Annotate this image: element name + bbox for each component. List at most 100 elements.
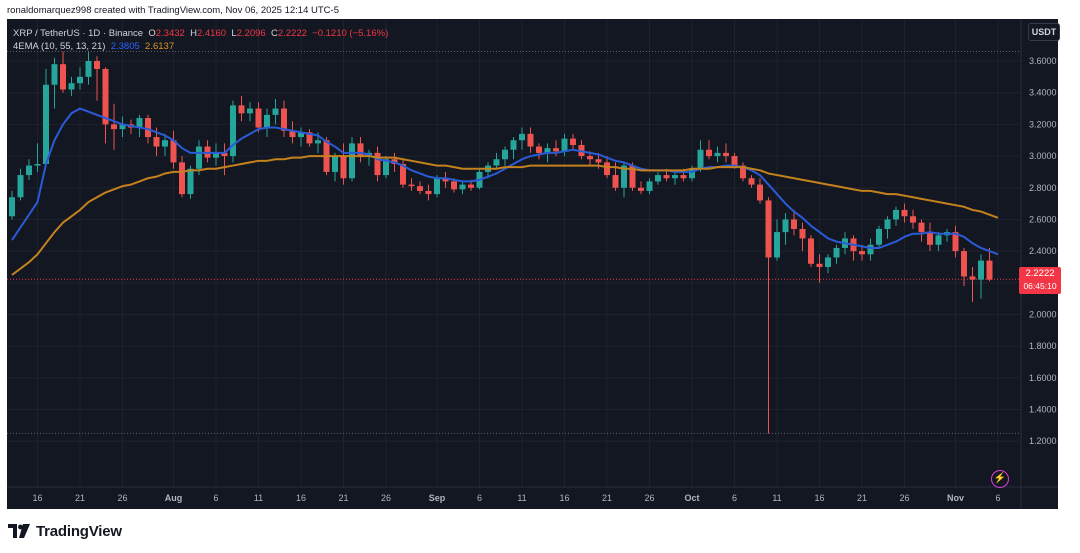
candle-body [85, 61, 92, 77]
candle-body [706, 149, 712, 157]
candle-body [646, 181, 653, 191]
chart-header: ronaldomarquez998 created with TradingVi… [7, 5, 339, 16]
x-tick-label: 21 [75, 493, 85, 503]
x-tick-label: 11 [772, 493, 781, 503]
legend-close-label: C [270, 28, 278, 39]
candle-body [723, 152, 729, 157]
candle-body [901, 209, 908, 217]
tradingview-logo-icon [8, 524, 30, 538]
x-tick-label: 16 [32, 493, 42, 503]
candle-body [442, 178, 449, 182]
candle-body [961, 251, 967, 277]
candle-body [94, 61, 100, 69]
candle-body [187, 168, 194, 195]
candle-body [986, 260, 993, 280]
x-tick-label: Nov [947, 493, 964, 503]
x-tick-label: 26 [117, 493, 127, 503]
candle-body [969, 276, 976, 280]
candle-body [170, 140, 177, 163]
candle-body [697, 149, 704, 169]
candle-body [272, 108, 279, 115]
legend-ema-slow: 2.6137 [145, 41, 175, 52]
legend-close: 2.2222 [277, 28, 307, 39]
candle-body [43, 84, 49, 164]
candlestick-chart[interactable]: 3.6000 3.4000 3.2000 3.0000 2.8000 2.6000 2.40… [7, 19, 1058, 509]
candle-body [230, 105, 236, 157]
candle-body [255, 108, 262, 128]
candle-body [459, 184, 466, 190]
candle-body [238, 105, 245, 114]
candle-body [774, 232, 780, 258]
x-tick-label: 21 [338, 493, 348, 503]
candle-body [145, 118, 151, 138]
x-tick-label: 6 [477, 493, 482, 503]
candle-body [434, 178, 440, 195]
last-price: 2.2222 [1025, 268, 1055, 279]
candle-body [629, 165, 636, 188]
candle-body [553, 148, 559, 152]
candle-body [740, 165, 746, 179]
candle-body [102, 68, 109, 125]
candle-body [502, 149, 508, 160]
candle-body [859, 251, 865, 255]
candle-body [952, 232, 959, 252]
candle-body [400, 163, 406, 185]
x-tick-label: 16 [814, 493, 824, 503]
candle-body [867, 244, 874, 255]
x-tick-label: 21 [857, 493, 867, 503]
candle-body [799, 228, 806, 239]
candle-body [425, 190, 432, 195]
x-tick-label: Sep [429, 493, 446, 503]
candle-body [213, 152, 219, 158]
candle-body [689, 168, 695, 179]
candle-body [179, 162, 185, 195]
y-tick-label: 3.6000 [1029, 56, 1057, 66]
candle-body [587, 156, 593, 160]
candle-body [561, 138, 568, 152]
candle-body [833, 247, 840, 258]
candle-body [680, 175, 687, 179]
candle-body [595, 159, 602, 163]
candle-body [536, 146, 542, 153]
candle-body [714, 152, 721, 157]
candle-body [519, 133, 525, 141]
y-tick-label: 3.0000 [1029, 151, 1057, 161]
candle-body [153, 137, 160, 147]
candle-body [468, 184, 474, 188]
candle-body [731, 156, 738, 166]
legend-high: 2.4160 [196, 28, 227, 39]
candle-body [782, 219, 789, 233]
candle-body [935, 235, 942, 245]
candle-body [825, 257, 831, 267]
candle-body [672, 175, 678, 179]
candle-body [510, 140, 517, 150]
candle-body [340, 156, 347, 179]
candle-body [332, 156, 338, 172]
candle-body [757, 184, 763, 201]
candle-body [26, 165, 32, 176]
candle-body [910, 216, 916, 223]
candle-body [77, 76, 83, 84]
y-tick-label: 2.0000 [1029, 309, 1057, 319]
candle-body [306, 132, 313, 144]
y-tick-label: 3.4000 [1029, 88, 1057, 98]
candle-body [383, 159, 389, 176]
y-tick-label: 2.6000 [1029, 214, 1057, 224]
x-tick-label: 6 [213, 493, 218, 503]
legend-high-label: H [190, 28, 197, 39]
candle-body [374, 152, 381, 176]
legend-symbol[interactable]: XRP / TetherUS · 1D · Binance [13, 28, 144, 39]
candle-body [298, 132, 304, 138]
chart-frame[interactable]: 3.6000 3.4000 3.2000 3.0000 2.8000 2.6000 2.40… [7, 19, 1060, 509]
bar-countdown: 06:45:10 [1023, 281, 1057, 291]
candle-body [927, 232, 933, 245]
candle-body [60, 64, 66, 90]
legend-ema-label[interactable]: 4EMA (10, 55, 13, 21) [13, 41, 106, 52]
candle-body [289, 130, 296, 138]
lightning-icon[interactable]: ⚡ [991, 470, 1009, 488]
candle-body [451, 181, 457, 190]
tradingview-logo-text: TradingView [36, 522, 122, 540]
currency-button[interactable]: USDT [1028, 23, 1060, 41]
candle-body [408, 184, 415, 187]
legend-symbol-row: XRP / TetherUS · 1D · Binance O2.3432 H2… [13, 27, 388, 40]
